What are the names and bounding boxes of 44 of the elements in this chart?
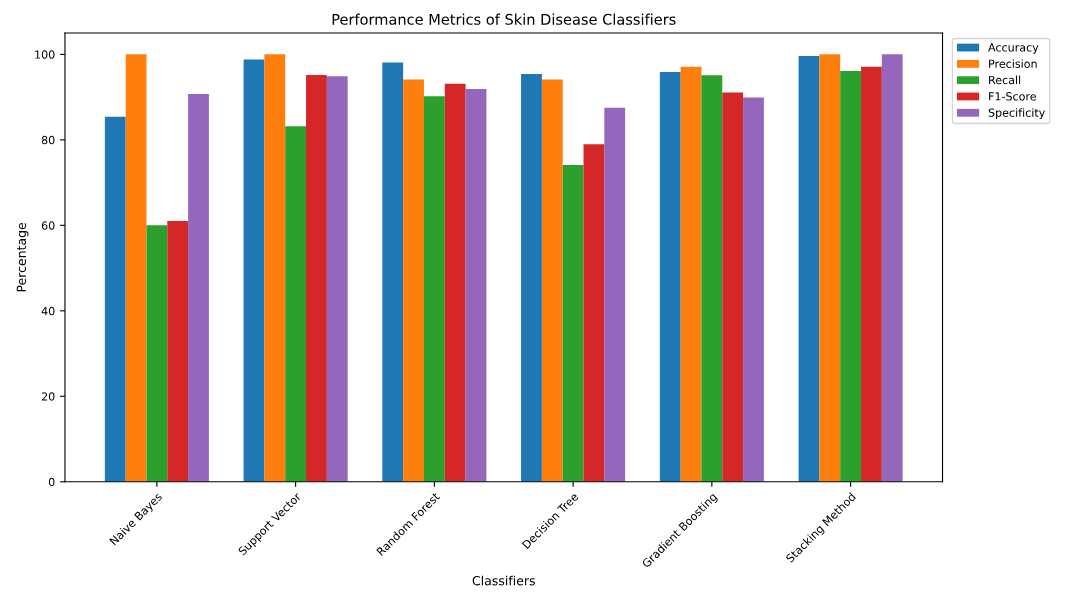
bar (659, 71, 681, 482)
bar (541, 79, 563, 482)
bar (382, 62, 404, 482)
y-tick-label: 100 (35, 50, 55, 59)
bar (743, 97, 764, 482)
chart-title: Performance Metrics of Skin Disease Classifiers (332, 13, 676, 25)
bar (861, 66, 882, 482)
bar (840, 71, 862, 482)
bar (285, 126, 307, 482)
bar (444, 83, 466, 482)
bar (701, 75, 723, 482)
bar (326, 76, 348, 482)
y-axis-title: Percentage (16, 222, 29, 292)
bar (264, 54, 286, 482)
bar (604, 107, 626, 482)
bar (423, 96, 445, 482)
bar (798, 56, 820, 482)
y-tick-label: 80 (41, 135, 55, 145)
bar (680, 66, 702, 482)
bar (146, 225, 168, 482)
x-axis-title: Classifiers (472, 575, 535, 586)
bar (125, 54, 147, 482)
bar (403, 79, 424, 482)
bar (521, 74, 542, 482)
bar (881, 54, 903, 482)
y-tick-label: 60 (41, 221, 55, 230)
bar (306, 74, 327, 482)
bar (104, 116, 126, 482)
bar (465, 88, 487, 482)
bar (562, 165, 584, 482)
bar (188, 94, 209, 482)
legend-label: Specificity (988, 108, 1045, 119)
bar (722, 92, 744, 482)
bar (167, 221, 189, 482)
bar (243, 59, 265, 482)
legend-label: F1-Score (989, 92, 1037, 101)
legend-label: Precision (989, 59, 1037, 68)
y-tick-label: 0 (48, 477, 55, 487)
y-tick-label: 40 (41, 306, 55, 316)
legend-label: Recall (989, 75, 1021, 85)
legend-label: Accuracy (988, 43, 1039, 54)
bar (583, 144, 605, 482)
y-tick-label: 20 (41, 392, 55, 401)
bar (819, 54, 841, 482)
